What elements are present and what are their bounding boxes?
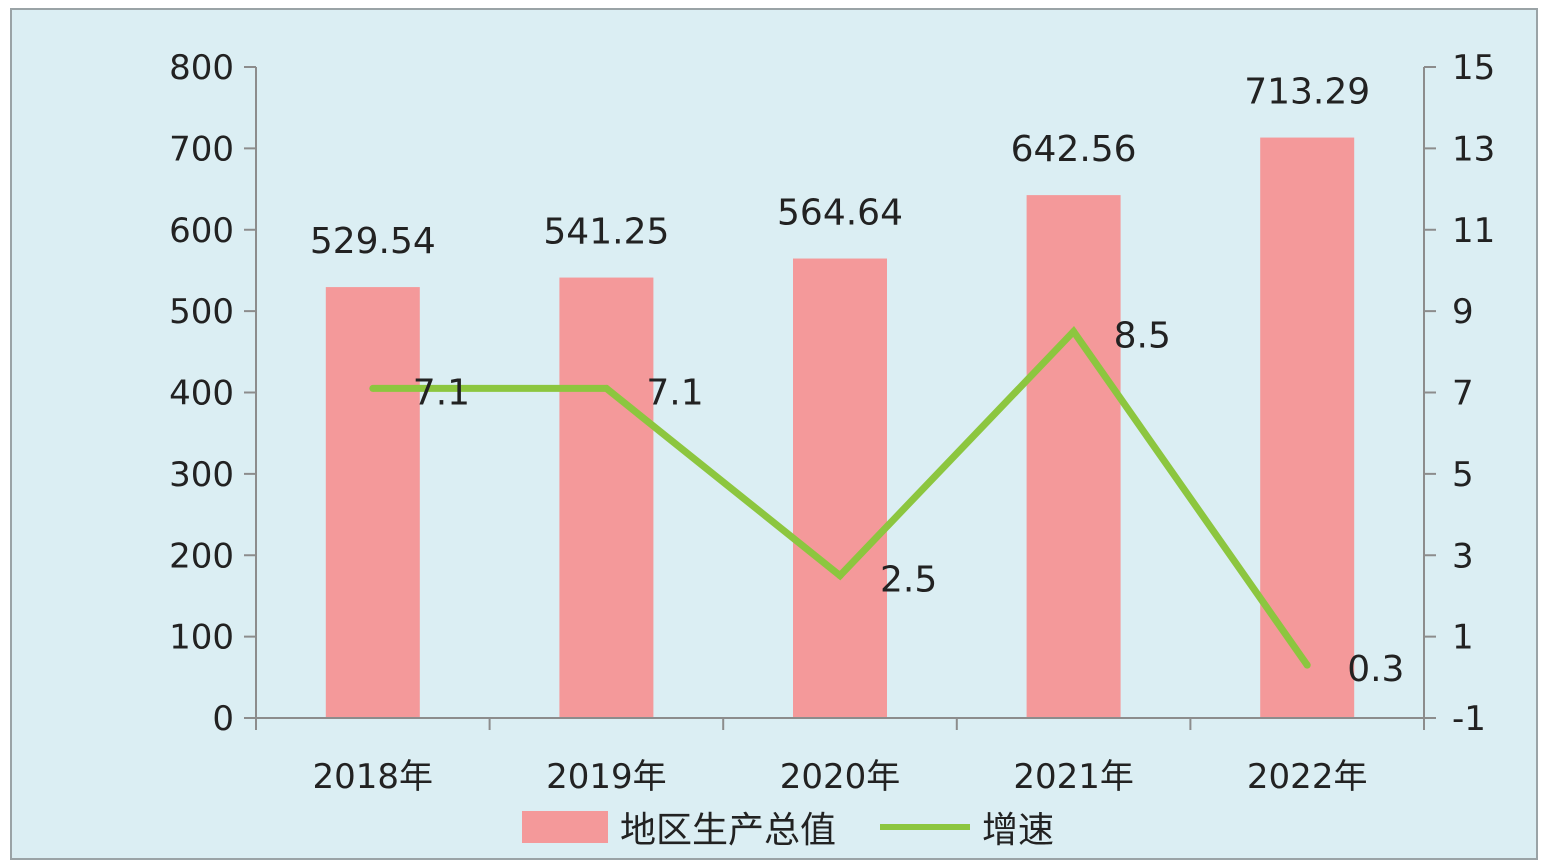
legend-label-bar: 地区生产总值 (620, 810, 836, 851)
y-right-tick-label-2: 3 (1452, 536, 1474, 576)
growth-point-2 (836, 572, 844, 580)
y-left-tick-label-2: 200 (169, 536, 234, 576)
y-left-tick-label-8: 800 (169, 48, 234, 88)
x-tick-label-3: 2021年 (1013, 757, 1134, 797)
growth-value-label-1: 7.1 (646, 372, 703, 413)
growth-point-0 (369, 384, 377, 392)
y-left-tick-label-7: 700 (169, 129, 234, 169)
y-right-tick-label-5: 9 (1452, 292, 1474, 332)
bar-3 (1026, 195, 1121, 718)
x-tick-label-4: 2022年 (1247, 757, 1368, 797)
y-left-tick-label-4: 400 (169, 374, 234, 414)
bar-value-label-3: 642.56 (1011, 129, 1137, 170)
bar-value-label-0: 529.54 (310, 221, 436, 262)
legend-label-line: 增速 (982, 810, 1054, 851)
y-right-tick-label-3: 5 (1452, 455, 1474, 495)
growth-value-label-0: 7.1 (413, 372, 470, 413)
y-right-tick-label-8: 15 (1452, 48, 1495, 88)
y-right-tick-label-6: 11 (1452, 211, 1495, 251)
bar-2 (793, 258, 887, 718)
y-right-tick-label-4: 7 (1452, 374, 1474, 414)
x-tick-label-2: 2020年 (780, 757, 901, 797)
y-right-tick-label-7: 13 (1452, 129, 1495, 169)
y-right-tick-label-0: -1 (1452, 699, 1486, 739)
legend: 地区生产总值 增速 (522, 810, 1054, 851)
bar-value-label-2: 564.64 (777, 193, 903, 234)
y-left-tick-label-1: 100 (169, 618, 234, 658)
bar-1 (559, 277, 654, 718)
y-left-tick-label-3: 300 (169, 455, 234, 495)
growth-value-label-4: 0.3 (1347, 649, 1404, 690)
growth-point-1 (602, 384, 610, 392)
growth-point-3 (1070, 327, 1078, 335)
legend-swatch-bar (522, 811, 608, 843)
bar-4 (1260, 137, 1355, 719)
bar-value-label-1: 541.25 (543, 212, 669, 253)
y-left-tick-label-0: 0 (212, 699, 234, 739)
growth-value-label-3: 8.5 (1114, 315, 1171, 356)
growth-value-label-2: 2.5 (880, 560, 937, 601)
y-right-tick-label-1: 1 (1452, 618, 1474, 658)
growth-point-4 (1303, 661, 1311, 669)
y-left-tick-label-6: 600 (169, 211, 234, 251)
x-tick-label-0: 2018年 (313, 757, 434, 797)
x-tick-label-1: 2019年 (546, 757, 667, 797)
y-left-tick-label-5: 500 (169, 292, 234, 332)
plot-area: 0100200300400500600700800-11357911131520… (169, 48, 1495, 797)
bar-0 (325, 287, 420, 718)
bar-value-label-4: 713.29 (1244, 72, 1370, 113)
